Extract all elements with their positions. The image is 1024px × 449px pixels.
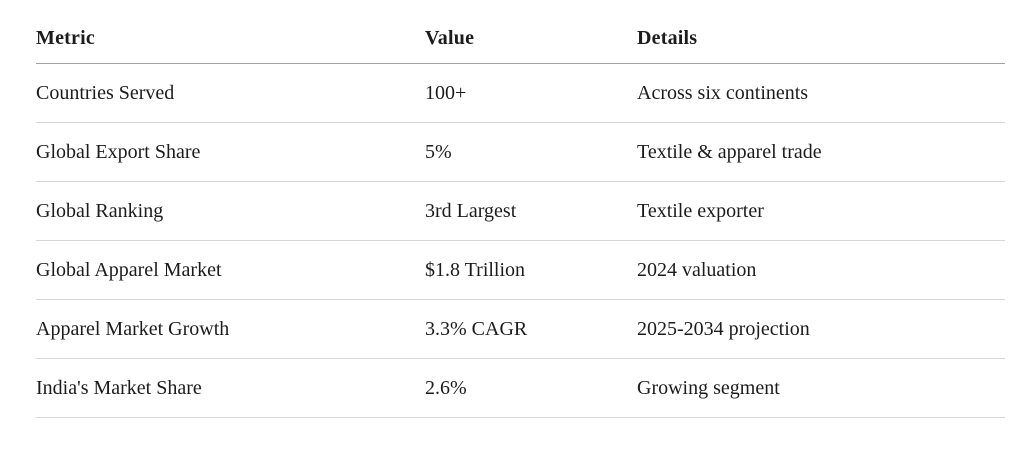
cell-details: 2024 valuation bbox=[637, 258, 757, 281]
cell-value: 3rd Largest bbox=[425, 199, 517, 222]
cell-metric: Countries Served bbox=[36, 81, 175, 104]
cell-metric: India's Market Share bbox=[36, 376, 202, 399]
cell-details: Growing segment bbox=[637, 376, 780, 399]
cell-value: 100+ bbox=[425, 81, 467, 104]
cell-details: Across six continents bbox=[637, 81, 809, 104]
table-row: Apparel Market Growth 3.3% CAGR 2025-203… bbox=[36, 300, 1005, 359]
cell-value: 5% bbox=[425, 140, 452, 163]
cell-value: 2.6% bbox=[425, 376, 467, 399]
cell-details: Textile & apparel trade bbox=[637, 140, 822, 163]
cell-details: 2025-2034 projection bbox=[637, 317, 810, 340]
column-header-metric: Metric bbox=[36, 27, 95, 49]
table-header-row: Metric Value Details bbox=[36, 14, 1005, 64]
column-header-details: Details bbox=[637, 27, 698, 49]
table-row: Global Apparel Market $1.8 Trillion 2024… bbox=[36, 241, 1005, 300]
column-header-value: Value bbox=[425, 27, 475, 49]
cell-metric: Global Export Share bbox=[36, 140, 201, 163]
table-row: India's Market Share 2.6% Growing segmen… bbox=[36, 359, 1005, 418]
metrics-table: Metric Value Details Countries Served 10… bbox=[36, 14, 1005, 418]
cell-value: $1.8 Trillion bbox=[425, 258, 526, 281]
cell-metric: Apparel Market Growth bbox=[36, 317, 230, 340]
cell-metric: Global Apparel Market bbox=[36, 258, 222, 281]
cell-details: Textile exporter bbox=[637, 199, 764, 222]
table-row: Global Export Share 5% Textile & apparel… bbox=[36, 123, 1005, 182]
table-row: Countries Served 100+ Across six contine… bbox=[36, 64, 1005, 123]
cell-value: 3.3% CAGR bbox=[425, 317, 528, 340]
cell-metric: Global Ranking bbox=[36, 199, 164, 222]
table-row: Global Ranking 3rd Largest Textile expor… bbox=[36, 182, 1005, 241]
